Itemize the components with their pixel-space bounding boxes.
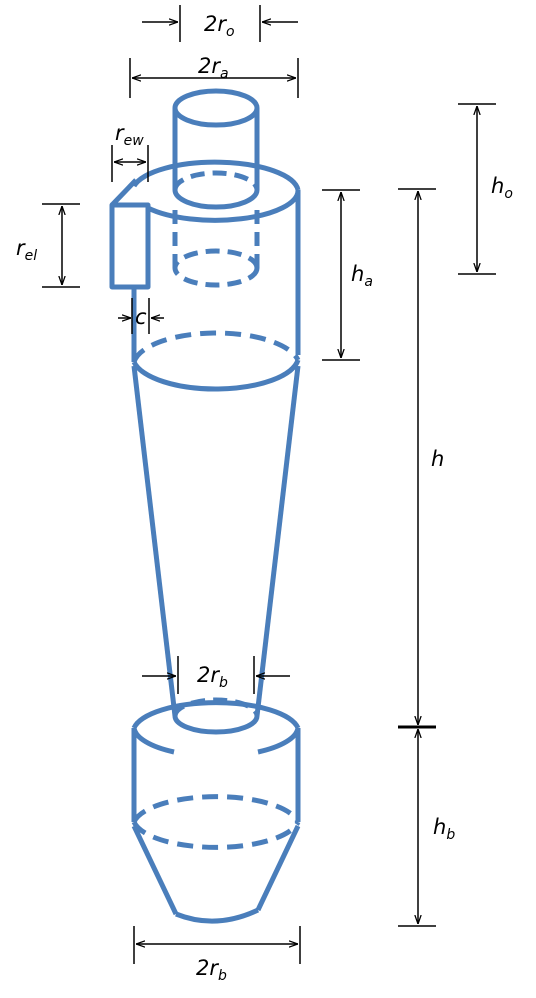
label-hopper-height: hb [433, 815, 455, 843]
label-cylinder-height: ha [351, 262, 373, 290]
dim-cylinder-height [322, 189, 360, 361]
dim-inlet-height [42, 203, 80, 288]
dim-bottom-diameter [133, 926, 301, 964]
dim-total-height [398, 188, 436, 729]
cyclone-body [109, 88, 301, 924]
label-inlet-height: rel [16, 236, 37, 264]
label-clearance: c [135, 305, 147, 329]
dim-outlet-depth [458, 103, 496, 275]
label-outlet-diameter: 2ro [204, 12, 235, 40]
dim-clearance [118, 298, 164, 334]
dim-hopper-height [398, 729, 436, 927]
label-total-height: h [431, 447, 444, 471]
label-cylinder-diameter: 2ra [198, 54, 229, 82]
dim-outlet-diameter [142, 5, 298, 42]
dim-inlet-width [111, 145, 149, 182]
label-neck-diameter: 2rb [197, 663, 228, 691]
dust-hopper [131, 697, 301, 924]
label-outlet-depth: ho [491, 174, 513, 202]
tangential-inlet [109, 178, 151, 290]
dim-cylinder-diameter [129, 58, 299, 98]
vortex-finder-pipe [172, 88, 260, 288]
cylinder-section [131, 159, 301, 392]
dimension-lines [42, 5, 496, 964]
label-bottom-diameter: 2rb [196, 956, 227, 984]
label-inlet-width: rew [115, 121, 144, 149]
cone-section [131, 365, 301, 717]
dim-neck-diameter [142, 656, 290, 694]
